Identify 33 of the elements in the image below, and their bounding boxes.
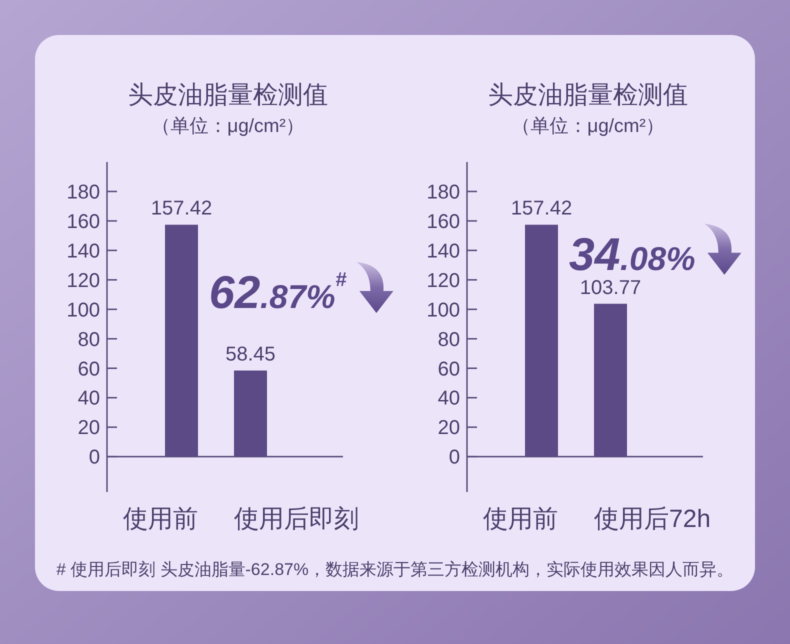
y-tick-label: 180 bbox=[426, 181, 460, 204]
y-tick-label: 160 bbox=[426, 210, 460, 233]
data-label: 157.42 bbox=[510, 198, 572, 220]
x-tick-label: 使用后72h bbox=[594, 505, 711, 533]
data-label: 157.42 bbox=[150, 198, 212, 220]
y-tick-label: 140 bbox=[66, 240, 100, 262]
chart-subtitle: （单位：μg/cm²） bbox=[511, 116, 665, 137]
y-tick-label: 60 bbox=[438, 358, 460, 380]
y-tick-label: 0 bbox=[88, 446, 100, 469]
chart-subtitle: （单位：μg/cm²） bbox=[151, 116, 305, 137]
y-tick-label: 100 bbox=[426, 299, 460, 322]
y-tick-label: 60 bbox=[78, 358, 100, 380]
y-tick-label: 140 bbox=[426, 240, 460, 262]
x-tick-label: 使用前 bbox=[123, 505, 198, 533]
y-tick-label: 20 bbox=[438, 417, 460, 440]
y-tick-label: 180 bbox=[66, 181, 100, 204]
y-tick-label: 40 bbox=[78, 388, 100, 410]
annotation: 62.87%# bbox=[209, 266, 348, 318]
y-tick-label: 120 bbox=[426, 270, 460, 292]
y-tick-label: 80 bbox=[438, 328, 460, 351]
data-label: 58.45 bbox=[225, 344, 276, 366]
y-tick-label: 100 bbox=[66, 299, 100, 322]
y-tick-label: 120 bbox=[66, 270, 100, 292]
chart-title: 头皮油脂量检测值 bbox=[488, 81, 688, 109]
y-tick-label: 80 bbox=[78, 328, 100, 351]
x-tick-label: 使用前 bbox=[483, 505, 558, 533]
y-tick-label: 40 bbox=[438, 388, 460, 410]
y-tick-label: 20 bbox=[78, 417, 100, 440]
text: # 使用后即刻 头皮油脂量-62.87%，数据来源于第三方检测机构，实际使用效果因人而异。 bbox=[56, 560, 734, 579]
y-tick-label: 160 bbox=[66, 210, 100, 233]
y-tick-label: 0 bbox=[448, 446, 460, 469]
x-tick-label: 使用后即刻 bbox=[234, 505, 359, 533]
chart-title: 头皮油脂量检测值 bbox=[128, 81, 328, 109]
